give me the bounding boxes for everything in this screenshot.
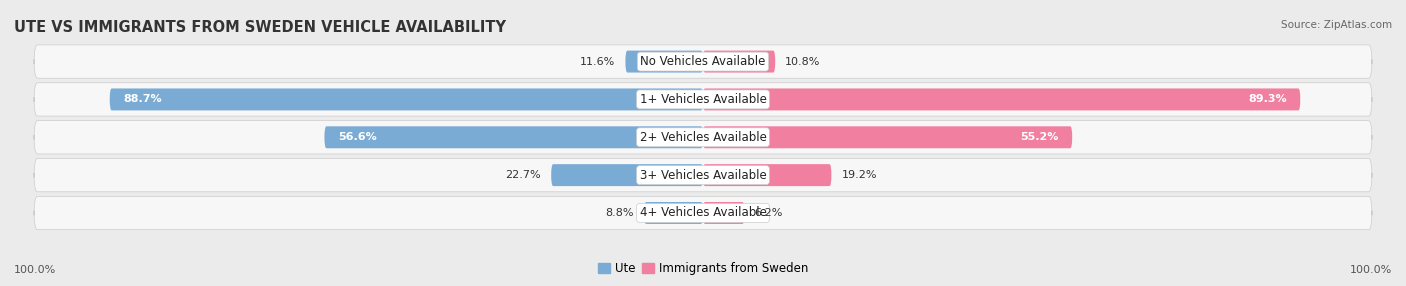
FancyBboxPatch shape (34, 121, 1372, 154)
Text: UTE VS IMMIGRANTS FROM SWEDEN VEHICLE AVAILABILITY: UTE VS IMMIGRANTS FROM SWEDEN VEHICLE AV… (14, 20, 506, 35)
Text: 11.6%: 11.6% (581, 57, 616, 67)
Text: 6.2%: 6.2% (755, 208, 783, 218)
FancyBboxPatch shape (703, 202, 744, 224)
FancyBboxPatch shape (703, 126, 1073, 148)
FancyBboxPatch shape (34, 158, 1372, 192)
FancyBboxPatch shape (325, 126, 703, 148)
Text: 10.8%: 10.8% (786, 57, 821, 67)
Text: 1+ Vehicles Available: 1+ Vehicles Available (640, 93, 766, 106)
Text: 2+ Vehicles Available: 2+ Vehicles Available (640, 131, 766, 144)
Text: 19.2%: 19.2% (841, 170, 877, 180)
Text: 100.0%: 100.0% (14, 265, 56, 275)
Text: Source: ZipAtlas.com: Source: ZipAtlas.com (1281, 20, 1392, 30)
FancyBboxPatch shape (703, 164, 831, 186)
Text: 56.6%: 56.6% (337, 132, 377, 142)
Text: 100.0%: 100.0% (1350, 265, 1392, 275)
FancyBboxPatch shape (703, 88, 1301, 110)
Legend: Ute, Immigrants from Sweden: Ute, Immigrants from Sweden (593, 257, 813, 280)
Text: 55.2%: 55.2% (1021, 132, 1059, 142)
FancyBboxPatch shape (703, 51, 775, 73)
FancyBboxPatch shape (644, 202, 703, 224)
FancyBboxPatch shape (34, 45, 1372, 78)
FancyBboxPatch shape (626, 51, 703, 73)
FancyBboxPatch shape (34, 83, 1372, 116)
FancyBboxPatch shape (34, 196, 1372, 230)
FancyBboxPatch shape (551, 164, 703, 186)
Text: 22.7%: 22.7% (506, 170, 541, 180)
FancyBboxPatch shape (110, 88, 703, 110)
Text: 8.8%: 8.8% (606, 208, 634, 218)
Text: 3+ Vehicles Available: 3+ Vehicles Available (640, 169, 766, 182)
Text: 4+ Vehicles Available: 4+ Vehicles Available (640, 206, 766, 219)
Text: No Vehicles Available: No Vehicles Available (640, 55, 766, 68)
Text: 89.3%: 89.3% (1249, 94, 1286, 104)
Text: 88.7%: 88.7% (124, 94, 162, 104)
